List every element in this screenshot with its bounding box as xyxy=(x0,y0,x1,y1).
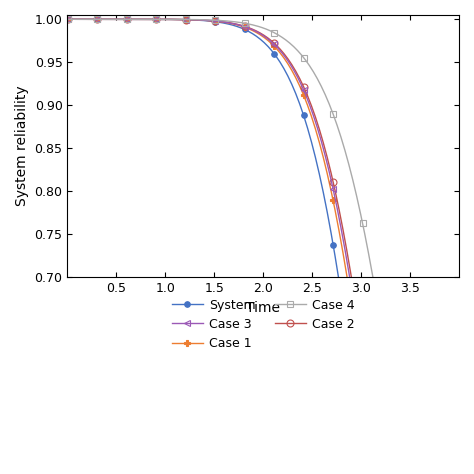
System xyxy=(64,17,70,22)
Case 4 xyxy=(64,17,70,22)
Case 4 xyxy=(169,17,174,22)
Case 3 xyxy=(81,17,86,22)
Case 4 xyxy=(88,17,94,22)
Case 3 xyxy=(137,17,143,22)
Case 2 xyxy=(137,17,143,22)
Case 3 xyxy=(88,17,94,22)
Line: Case 1: Case 1 xyxy=(64,16,462,474)
Case 3 xyxy=(169,17,174,22)
Case 2 xyxy=(81,17,86,22)
Legend: System, Case 3, Case 1, Case 4, Case 2: System, Case 3, Case 1, Case 4, Case 2 xyxy=(167,293,360,355)
Case 1 xyxy=(88,17,94,22)
Line: Case 2: Case 2 xyxy=(64,16,463,474)
Case 4 xyxy=(81,17,86,22)
Case 2 xyxy=(64,17,70,22)
System xyxy=(88,17,94,22)
Case 2 xyxy=(88,17,94,22)
Case 1 xyxy=(169,17,174,22)
Case 4 xyxy=(137,17,143,22)
Line: Case 4: Case 4 xyxy=(64,16,463,474)
System xyxy=(169,17,174,22)
System xyxy=(137,17,143,22)
Line: Case 3: Case 3 xyxy=(64,16,463,474)
Case 1 xyxy=(64,17,70,22)
X-axis label: Time: Time xyxy=(246,301,280,315)
Line: System: System xyxy=(65,17,462,474)
Y-axis label: System reliability: System reliability xyxy=(15,86,29,207)
Case 1 xyxy=(81,17,86,22)
System xyxy=(81,17,86,22)
Case 3 xyxy=(64,17,70,22)
Case 2 xyxy=(169,17,174,22)
Case 1 xyxy=(137,17,143,22)
